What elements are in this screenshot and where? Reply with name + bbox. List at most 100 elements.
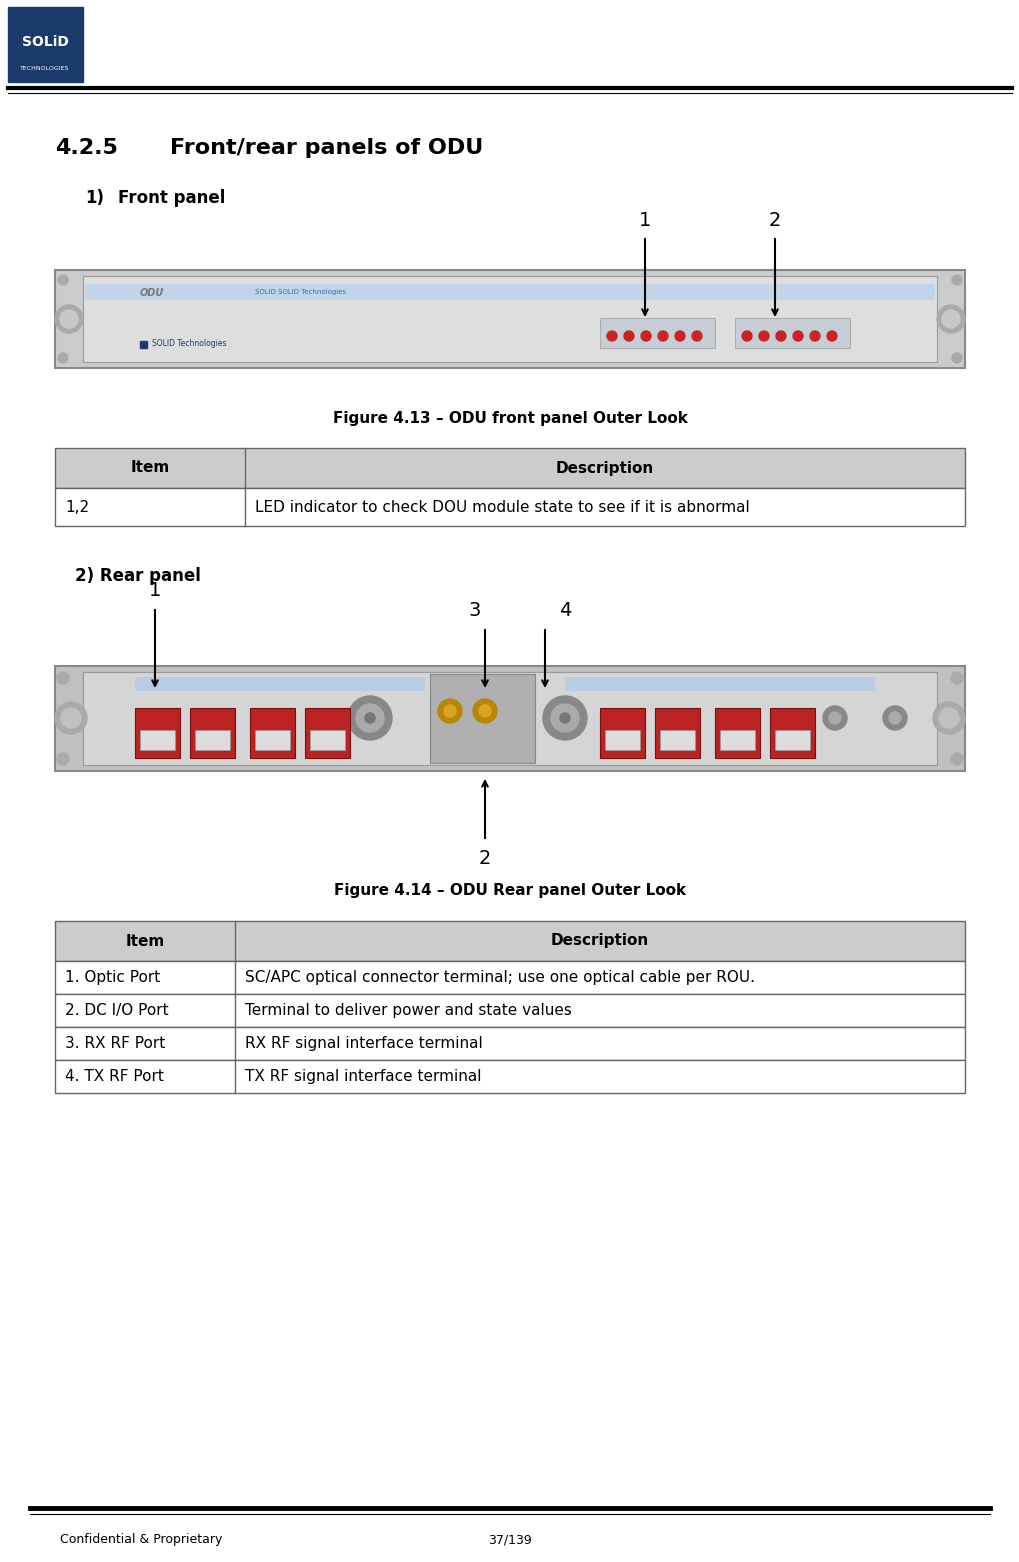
Bar: [55, 1026, 964, 1061]
Text: Description: Description: [550, 934, 648, 948]
Text: 2: 2: [478, 850, 491, 868]
Circle shape: [691, 331, 701, 341]
Circle shape: [479, 704, 490, 717]
Bar: [55, 487, 964, 526]
Bar: [55, 993, 964, 1026]
Circle shape: [889, 712, 900, 725]
Bar: [83, 672, 936, 765]
Circle shape: [550, 704, 579, 733]
Bar: [55, 448, 964, 487]
Text: RX RF signal interface terminal: RX RF signal interface terminal: [245, 1036, 482, 1051]
Text: 1,2: 1,2: [65, 500, 89, 514]
Circle shape: [61, 708, 81, 728]
Text: 2. DC I/O Port: 2. DC I/O Port: [65, 1003, 168, 1018]
Text: 2) Rear panel: 2) Rear panel: [75, 567, 201, 586]
Circle shape: [882, 706, 906, 729]
Circle shape: [443, 704, 455, 717]
Circle shape: [942, 309, 959, 328]
Text: 2: 2: [768, 211, 781, 230]
Bar: [659, 729, 694, 750]
Text: Front panel: Front panel: [118, 189, 225, 208]
Bar: [55, 665, 964, 772]
Circle shape: [775, 331, 786, 341]
Circle shape: [792, 331, 802, 341]
Bar: [774, 729, 809, 750]
Bar: [735, 319, 849, 348]
Circle shape: [950, 753, 962, 765]
Bar: [719, 729, 754, 750]
Text: 3. RX RF Port: 3. RX RF Port: [65, 1036, 165, 1051]
Circle shape: [58, 353, 68, 362]
Circle shape: [932, 701, 964, 734]
Bar: [140, 341, 147, 348]
Circle shape: [58, 275, 68, 284]
Bar: [255, 729, 289, 750]
Bar: [310, 729, 344, 750]
Circle shape: [347, 697, 391, 740]
Circle shape: [741, 331, 751, 341]
Bar: [85, 284, 934, 300]
Text: SC/APC optical connector terminal; use one optical cable per ROU.: SC/APC optical connector terminal; use o…: [245, 970, 754, 986]
Text: 37/139: 37/139: [488, 1534, 531, 1546]
Text: LED indicator to check DOU module state to see if it is abnormal: LED indicator to check DOU module state …: [255, 500, 749, 514]
Text: Item: Item: [125, 934, 164, 948]
Circle shape: [822, 706, 846, 729]
Text: Confidential & Proprietary: Confidential & Proprietary: [60, 1534, 222, 1546]
Circle shape: [437, 700, 462, 723]
Bar: [195, 729, 229, 750]
Bar: [565, 676, 874, 690]
Bar: [55, 922, 964, 961]
Circle shape: [951, 353, 961, 362]
Bar: [8, 6, 83, 81]
Circle shape: [57, 753, 69, 765]
Bar: [55, 1061, 964, 1093]
Text: Item: Item: [130, 461, 169, 475]
Bar: [599, 708, 644, 758]
Text: SOLiD: SOLiD: [21, 34, 68, 48]
Bar: [55, 270, 964, 369]
Bar: [714, 708, 759, 758]
Bar: [305, 708, 350, 758]
Circle shape: [950, 672, 962, 684]
Bar: [769, 708, 814, 758]
Bar: [140, 729, 175, 750]
Bar: [604, 729, 639, 750]
Circle shape: [473, 700, 496, 723]
Text: TECHNOLOGIES: TECHNOLOGIES: [20, 66, 69, 70]
Bar: [599, 319, 714, 348]
Circle shape: [828, 712, 841, 725]
Circle shape: [624, 331, 634, 341]
Circle shape: [640, 331, 650, 341]
Text: SOLID SOLID Technologies: SOLID SOLID Technologies: [255, 289, 519, 295]
Text: Figure 4.14 – ODU Rear panel Outer Look: Figure 4.14 – ODU Rear panel Outer Look: [333, 884, 686, 898]
Circle shape: [938, 708, 958, 728]
Circle shape: [758, 331, 768, 341]
Circle shape: [606, 331, 616, 341]
Circle shape: [55, 701, 87, 734]
Bar: [430, 673, 535, 762]
Bar: [654, 708, 699, 758]
Text: 4. TX RF Port: 4. TX RF Port: [65, 1068, 164, 1084]
Circle shape: [542, 697, 586, 740]
Text: Front/rear panels of ODU: Front/rear panels of ODU: [170, 137, 483, 158]
Bar: [135, 676, 425, 690]
Text: ODU: ODU: [140, 287, 164, 298]
Bar: [83, 276, 936, 362]
Text: 3: 3: [469, 601, 481, 620]
Circle shape: [936, 305, 964, 333]
Circle shape: [60, 309, 77, 328]
Bar: [190, 708, 234, 758]
Text: 4: 4: [558, 601, 571, 620]
Text: Figure 4.13 – ODU front panel Outer Look: Figure 4.13 – ODU front panel Outer Look: [332, 411, 687, 425]
Text: 4.2.5: 4.2.5: [55, 137, 118, 158]
Text: 1. Optic Port: 1. Optic Port: [65, 970, 160, 986]
Bar: [250, 708, 294, 758]
Circle shape: [951, 275, 961, 284]
Circle shape: [675, 331, 685, 341]
Text: 1: 1: [638, 211, 650, 230]
Text: Description: Description: [555, 461, 653, 475]
Bar: [55, 961, 964, 993]
Text: Terminal to deliver power and state values: Terminal to deliver power and state valu…: [245, 1003, 572, 1018]
Text: 1: 1: [149, 581, 161, 600]
Circle shape: [57, 672, 69, 684]
